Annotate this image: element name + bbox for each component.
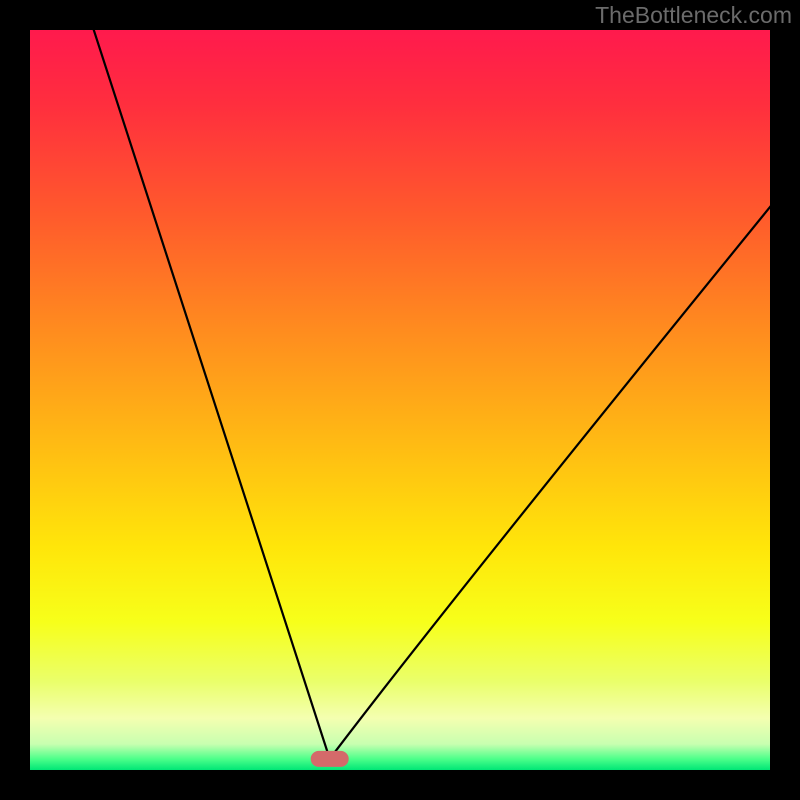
bottleneck-chart: TheBottleneck.com — [0, 0, 800, 800]
plot-area — [30, 0, 800, 770]
chart-svg — [0, 0, 800, 800]
gradient-background — [30, 30, 770, 770]
optimal-marker — [311, 751, 349, 767]
